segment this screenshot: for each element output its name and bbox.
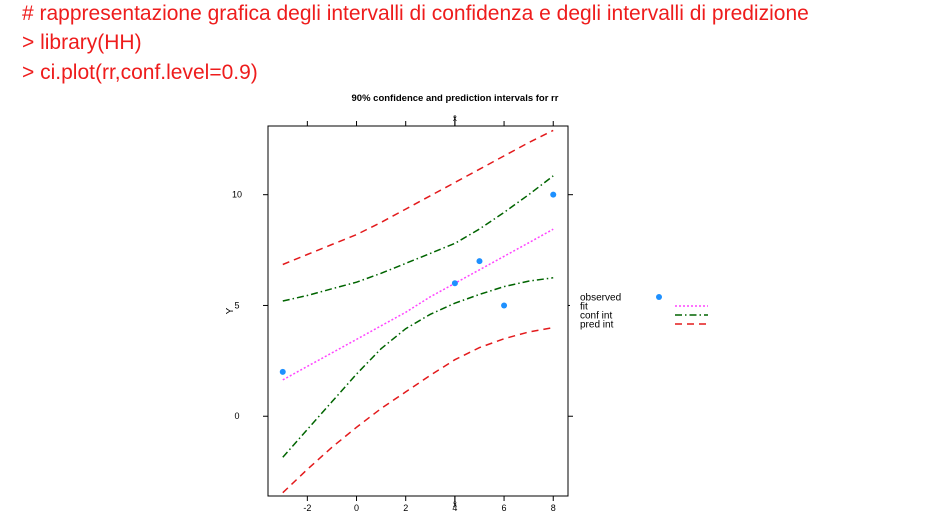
code-library-line: > library(HH)	[22, 31, 142, 54]
y-tick-label: 5	[234, 300, 239, 310]
plot-frame	[267, 125, 569, 497]
series-line-conf	[282, 175, 554, 302]
series-line-conf	[282, 277, 554, 458]
y-tick-label: 0	[234, 411, 239, 421]
xbar-label-top: x̄	[453, 114, 457, 123]
observed-point	[476, 258, 483, 265]
code-ciplot-line: > ci.plot(rr,conf.level=0.9)	[22, 61, 258, 84]
x-tick-label: -2	[303, 503, 311, 513]
legend-swatch-observed	[656, 294, 662, 300]
legend-box	[570, 290, 717, 333]
x-tick-label: 8	[551, 503, 556, 513]
legend-label-pred: pred int	[580, 320, 614, 331]
x-tick-label: 4	[452, 503, 457, 513]
xbar-label-bottom: x̄	[453, 500, 457, 509]
y-axis-label: Y	[225, 307, 236, 314]
observed-point	[501, 302, 508, 309]
code-comment-line: # rappresentazione grafica degli interva…	[22, 2, 809, 25]
observed-point	[451, 280, 458, 287]
x-tick-label: 6	[502, 503, 507, 513]
legend-label-conf: conf int	[580, 311, 612, 322]
series-line-pred	[282, 129, 554, 266]
legend-label-fit: fit	[580, 302, 588, 313]
legend-label-observed: observed	[580, 293, 621, 304]
observed-point	[550, 191, 557, 198]
chart-title: 90% confidence and prediction intervals …	[352, 93, 559, 104]
x-tick-label: 2	[403, 503, 408, 513]
series-line-fit	[282, 228, 554, 381]
series-line-pred	[282, 326, 554, 494]
y-tick-label: 10	[232, 190, 242, 200]
observed-point	[279, 368, 286, 375]
x-tick-label: 0	[354, 503, 359, 513]
